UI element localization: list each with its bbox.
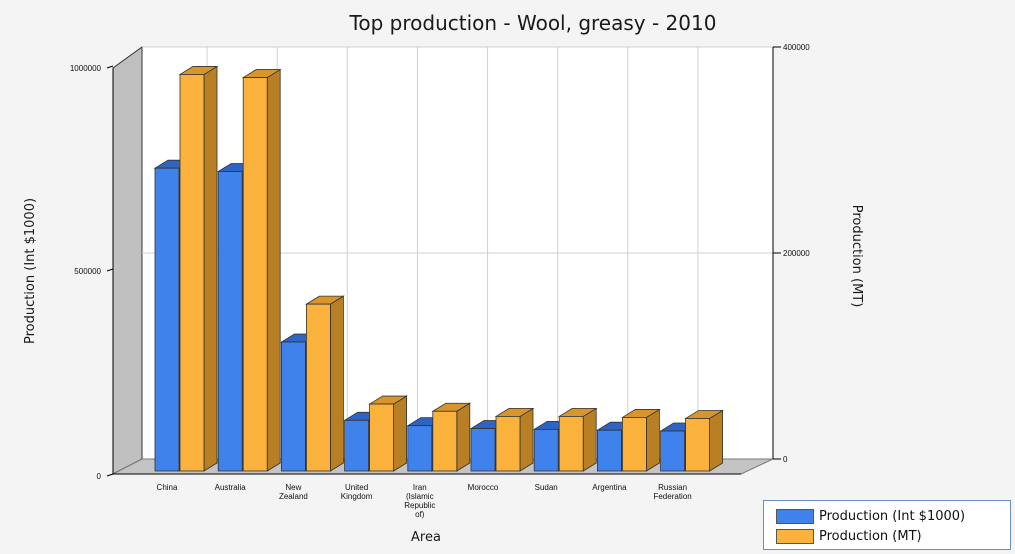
legend-item-int: Production (Int $1000) xyxy=(764,506,1010,526)
bar-mt-4 xyxy=(431,402,472,472)
bar-front xyxy=(179,74,205,472)
bar-mt-6 xyxy=(557,407,598,472)
bar-side xyxy=(203,65,218,472)
bar-int-0 xyxy=(153,159,194,472)
bar-side xyxy=(393,395,408,472)
bar-mt-7 xyxy=(620,408,661,472)
y-right-tick-label: 0 xyxy=(783,455,788,464)
y-left-tick xyxy=(106,268,114,272)
bar-side xyxy=(709,409,723,472)
bar-mt-3 xyxy=(368,395,409,472)
category-label: Sudan xyxy=(535,483,558,492)
y-right-tick-label: 400000 xyxy=(783,43,810,52)
bar-side xyxy=(646,408,660,472)
side-wall xyxy=(112,46,143,475)
bar-mt-5 xyxy=(494,407,535,472)
bar-front xyxy=(685,418,710,472)
y-left-tick-label: 0 xyxy=(97,472,102,481)
category-label: China xyxy=(157,483,178,492)
bar-side xyxy=(266,68,281,472)
bar-front xyxy=(407,425,433,472)
category-label: Iran (Islamic Republic of) xyxy=(404,483,435,519)
bar-front xyxy=(558,416,584,472)
bar-mt-0 xyxy=(178,65,219,472)
bar-front xyxy=(470,428,496,472)
bar-front xyxy=(344,419,370,472)
category-label: Argentina xyxy=(592,483,627,492)
bar-front xyxy=(305,303,331,472)
y-axis-right-title: Production (MT) xyxy=(849,205,864,308)
y-left-tick xyxy=(106,65,114,69)
bar-front xyxy=(597,429,622,472)
bar-side xyxy=(582,407,597,472)
y-left-tick-label: 500000 xyxy=(74,267,101,276)
bar-front xyxy=(242,77,268,472)
legend-swatch-blue xyxy=(776,508,814,524)
bar-mt-2 xyxy=(304,295,345,472)
bar-mt-8 xyxy=(684,409,725,472)
legend: Production (Int $1000) Production (MT) xyxy=(763,500,1011,550)
legend-label-mt: Production (MT) xyxy=(819,528,922,544)
legend-swatch-orange xyxy=(776,528,814,544)
category-label: New Zealand xyxy=(279,483,308,501)
bar-front xyxy=(495,416,521,472)
bar-side xyxy=(519,407,534,472)
axis-ticks: 0 500000 1000000 0 200000 400000 xyxy=(70,43,810,481)
bar-front xyxy=(154,167,180,472)
y-left-tick xyxy=(106,473,114,477)
bar-front xyxy=(533,428,559,472)
category-label: Russian Federation xyxy=(653,483,691,501)
y-right-tick-label: 200000 xyxy=(783,249,810,258)
chart-title: Top production - Wool, greasy - 2010 xyxy=(349,11,717,35)
bar-front xyxy=(369,403,395,472)
bars xyxy=(153,65,725,472)
bar-front xyxy=(217,171,243,472)
bar-side xyxy=(456,402,471,472)
bar-front xyxy=(280,341,306,472)
bar-mt-1 xyxy=(241,68,282,472)
y-axis-left-title: Production (Int $1000) xyxy=(23,198,38,344)
legend-item-mt: Production (MT) xyxy=(764,526,1010,546)
bar-side xyxy=(329,295,344,472)
legend-label-int: Production (Int $1000) xyxy=(819,508,966,524)
category-label: Morocco xyxy=(468,483,499,492)
bar-front xyxy=(660,430,685,472)
y-left-tick-label: 1000000 xyxy=(70,64,102,73)
category-label: Australia xyxy=(215,483,247,492)
bar-front xyxy=(622,417,647,472)
bar-front xyxy=(432,410,458,472)
x-axis-title: Area xyxy=(411,530,441,545)
category-label: United Kingdom xyxy=(341,483,373,501)
category-labels: China Australia New Zealand United Kingdom Ira… xyxy=(157,483,692,519)
